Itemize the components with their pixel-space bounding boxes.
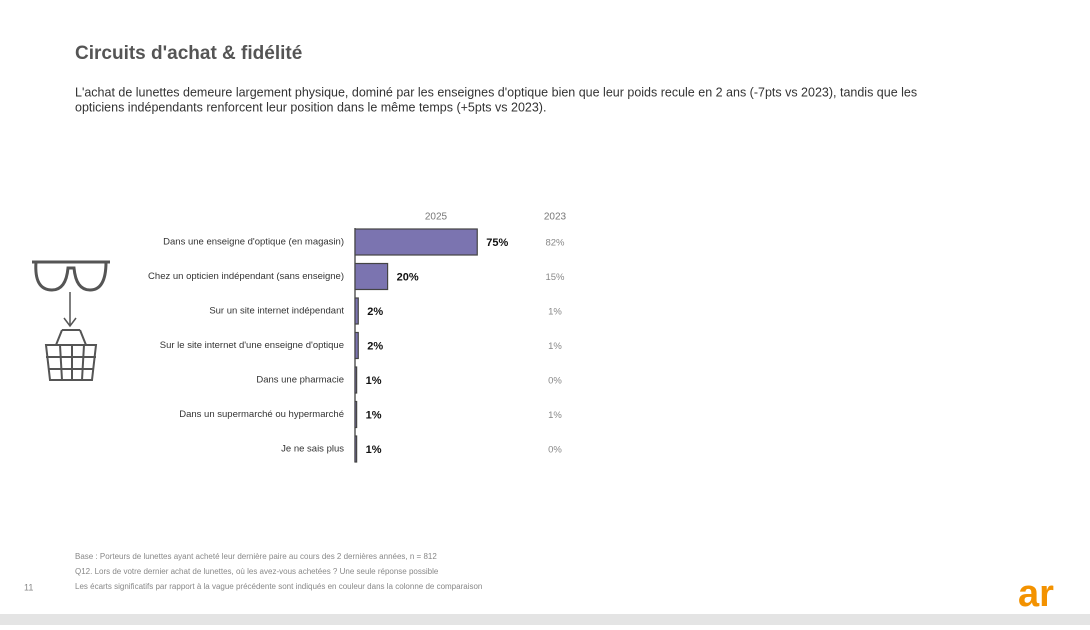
category-label: Sur un site internet indépendant xyxy=(209,306,344,317)
bar xyxy=(354,262,389,291)
comparison-value: 15% xyxy=(545,272,565,283)
category-label: Dans une pharmacie xyxy=(256,375,344,386)
bar xyxy=(354,366,358,394)
bar xyxy=(354,400,358,429)
bar xyxy=(354,297,359,325)
bar xyxy=(354,435,358,463)
category-label: Chez un opticien indépendant (sans ensei… xyxy=(148,271,344,282)
subtitle: opticiens indépendants renforcent leur p… xyxy=(75,100,546,114)
column-header: 2025 xyxy=(425,212,448,223)
bar xyxy=(354,331,359,360)
value-label: 20% xyxy=(397,271,419,283)
value-label: 2% xyxy=(367,340,383,352)
value-label: 1% xyxy=(366,375,382,387)
icons xyxy=(32,260,110,381)
category-label: Je ne sais plus xyxy=(281,444,344,455)
comparison-value: 0% xyxy=(548,376,562,387)
category-label: Dans un supermarché ou hypermarché xyxy=(179,409,344,420)
category-label: Dans une enseigne d'optique (en magasin) xyxy=(163,237,344,248)
glasses-icon xyxy=(32,260,110,292)
value-label: 1% xyxy=(366,409,382,421)
comparison-value: 1% xyxy=(548,410,562,421)
arrow-icon xyxy=(63,292,77,328)
logo: ar xyxy=(1018,573,1054,615)
footnote: Les écarts significatifs par rapport à l… xyxy=(75,582,482,591)
category-label: Sur le site internet d'une enseigne d'op… xyxy=(160,340,344,351)
subtitle: L'achat de lunettes demeure largement ph… xyxy=(75,85,917,99)
comparison-header: 2023 xyxy=(544,212,567,223)
value-label: 1% xyxy=(366,444,382,456)
footnote: Base : Porteurs de lunettes ayant acheté… xyxy=(75,552,437,561)
footnote: Q12. Lors de votre dernier achat de lune… xyxy=(75,567,439,576)
slide-title: Circuits d'achat & fidélité xyxy=(75,43,302,64)
bottom-band xyxy=(0,614,1090,625)
comparison-value: 82% xyxy=(545,238,565,249)
basket-icon xyxy=(44,329,98,381)
value-label: 2% xyxy=(367,306,383,318)
comparison-value: 1% xyxy=(548,341,562,352)
comparison-value: 0% xyxy=(548,445,562,456)
comparison-value: 1% xyxy=(548,307,562,318)
value-label: 75% xyxy=(486,237,508,249)
page-number: 11 xyxy=(24,582,33,592)
bar xyxy=(354,228,478,256)
